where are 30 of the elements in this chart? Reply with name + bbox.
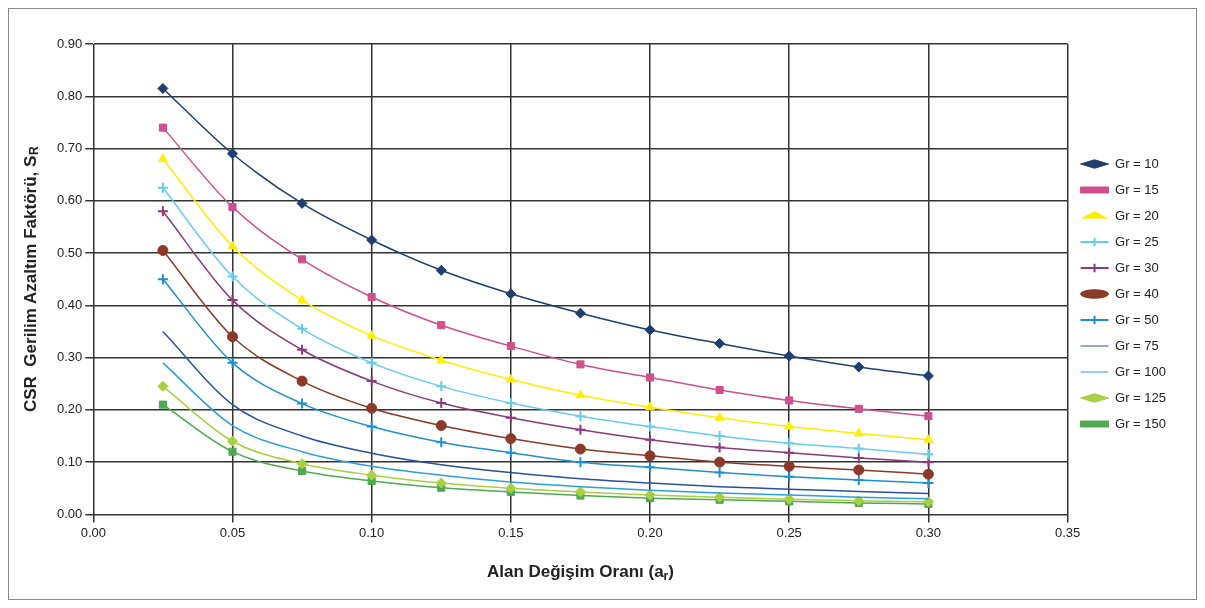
y-tick-label: 0.50 <box>56 244 83 260</box>
legend-label: Gr = 10 <box>1115 155 1159 171</box>
x-tick-label: 0.00 <box>80 524 106 540</box>
legend-label: Gr = 20 <box>1115 207 1159 223</box>
legend-label: Gr = 15 <box>1115 181 1159 197</box>
legend-label: Gr = 30 <box>1115 259 1159 275</box>
y-tick-label: 0.60 <box>56 192 83 208</box>
x-tick-label: 0.30 <box>915 524 942 540</box>
x-tick-label: 0.05 <box>219 524 246 540</box>
legend-label: Gr = 125 <box>1115 389 1167 405</box>
legend-label: Gr = 25 <box>1115 233 1159 249</box>
y-tick-label: 0.30 <box>56 349 83 365</box>
legend-label: Gr = 50 <box>1115 311 1159 327</box>
x-tick-label: 0.25 <box>776 524 802 540</box>
y-tick-label: 0.20 <box>56 401 83 417</box>
y-tick-label: 0.10 <box>56 453 83 469</box>
y-tick-label: 0.90 <box>56 35 83 51</box>
y-tick-label: 0.70 <box>56 140 83 156</box>
legend-label: Gr = 75 <box>1115 337 1159 353</box>
y-tick-label: 0.40 <box>56 296 83 312</box>
y-tick-label: 0.80 <box>56 87 83 103</box>
legend-label: Gr = 150 <box>1115 415 1167 431</box>
x-tick-label: 0.35 <box>1054 524 1081 540</box>
y-tick-label: 0.00 <box>56 505 83 521</box>
x-tick-label: 0.10 <box>359 524 385 540</box>
x-tick-label: 0.20 <box>637 524 663 540</box>
legend-label: Gr = 40 <box>1115 285 1159 301</box>
x-tick-label: 0.15 <box>498 524 524 540</box>
legend-label: Gr = 100 <box>1115 363 1167 379</box>
y-axis-title: CSR Gerilim Azaltım Faktörü, SR <box>20 146 42 412</box>
